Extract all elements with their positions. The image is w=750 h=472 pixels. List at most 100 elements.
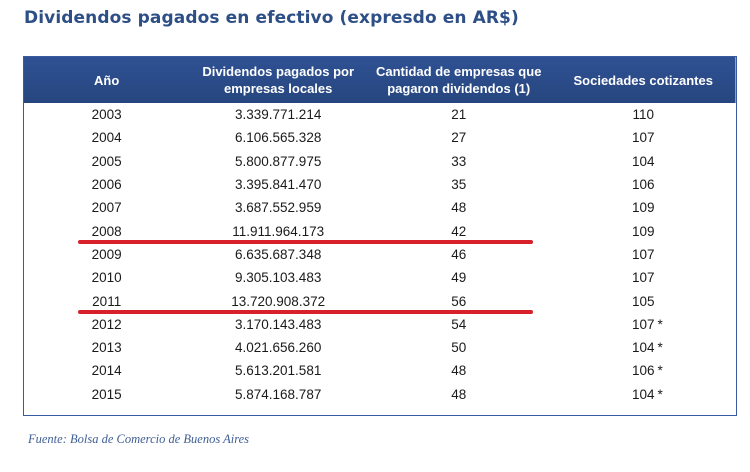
listed-companies-cell: 107 <box>550 266 736 289</box>
listed-companies-value-wrap: 107 * <box>631 316 663 332</box>
listed-companies-cell: 107 <box>550 243 736 266</box>
companies-cell: 56 <box>451 293 467 309</box>
listed-companies-cell: 107 * <box>550 313 736 336</box>
dividends-cell: 11.911.964.173 <box>232 223 325 239</box>
table-row: 2015 5.874.168.787 48 104 * <box>24 383 736 406</box>
header-year: Año <box>94 72 120 88</box>
year-cell: 2015 <box>91 386 122 402</box>
dividends-cell: 3.339.771.214 <box>235 107 322 123</box>
companies-cell: 49 <box>451 270 467 286</box>
table-row: 2003 3.339.771.214 21 110 <box>24 103 736 126</box>
listed-companies-value: 105 <box>631 293 655 309</box>
dividends-cell: 9.305.103.483 <box>235 270 322 286</box>
listed-companies-value: 109 <box>631 200 655 216</box>
table-row: 2012 3.170.143.483 54 107 * <box>24 313 736 336</box>
table-header-row: Año Dividendos pagados por empresas loca… <box>24 57 736 103</box>
year-cell: 2003 <box>91 107 122 123</box>
listed-companies-cell: 109 <box>550 219 736 242</box>
year-cell: 2006 <box>91 177 122 193</box>
table-row: 2004 6.106.565.328 27 107 <box>24 126 736 149</box>
table-row: 2007 3.687.552.959 48 109 <box>24 196 736 219</box>
companies-cell: 48 <box>451 200 467 216</box>
companies-cell: 48 <box>451 363 467 379</box>
dividends-table: Año Dividendos pagados por empresas loca… <box>23 56 737 416</box>
year-cell: 2004 <box>91 130 122 146</box>
listed-companies-cell: 110 <box>550 103 736 126</box>
listed-companies-value-wrap: 109 <box>632 224 655 239</box>
highlight-underline <box>78 239 533 244</box>
listed-companies-value: 104 <box>631 386 655 402</box>
header-dividends: Dividendos pagados por empresas locales <box>202 64 355 96</box>
listed-companies-value-wrap: 110 <box>632 107 654 122</box>
companies-cell: 21 <box>451 107 467 123</box>
year-cell: 2012 <box>91 316 122 332</box>
table-row: 2006 3.395.841.470 35 106 <box>24 173 736 196</box>
listed-companies-value: 109 <box>631 223 655 239</box>
dividends-cell: 5.613.201.581 <box>235 363 322 379</box>
listed-companies-value: 107 <box>631 246 655 262</box>
listed-companies-value: 106 <box>631 363 655 379</box>
footnote-marker: * <box>657 386 663 402</box>
listed-companies-cell: 106 <box>550 173 736 196</box>
dividends-cell: 3.170.143.483 <box>235 316 322 332</box>
listed-companies-value-wrap: 105 <box>632 294 655 309</box>
year-cell: 2007 <box>91 200 122 216</box>
table-row: 2011 13.720.908.372 56 105 <box>24 289 736 312</box>
listed-companies-cell: 104 * <box>550 383 736 406</box>
page-title: Dividendos pagados en efectivo (expresdo… <box>24 8 519 28</box>
source-note: Fuente: Bolsa de Comercio de Buenos Aire… <box>28 432 250 446</box>
listed-companies-value-wrap: 106 * <box>631 363 663 379</box>
listed-companies-value: 104 <box>631 153 655 169</box>
listed-companies-value-wrap: 104 * <box>631 386 663 402</box>
companies-cell: 54 <box>451 316 467 332</box>
year-cell: 2013 <box>91 340 122 356</box>
table-row: 2009 6.635.687.348 46 107 <box>24 243 736 266</box>
listed-companies-value: 110 <box>632 107 654 123</box>
listed-companies-value: 107 <box>631 130 655 146</box>
table-row: 2014 5.613.201.581 48 106 * <box>24 359 736 382</box>
dividends-cell: 6.635.687.348 <box>235 246 322 262</box>
highlight-underline <box>78 309 533 314</box>
listed-companies-value-wrap: 107 <box>632 130 655 145</box>
listed-companies-value: 107 <box>631 316 655 332</box>
header-listed-companies: Sociedades cotizantes <box>573 72 713 88</box>
dividends-cell: 4.021.656.260 <box>235 340 322 356</box>
listed-companies-cell: 107 <box>550 126 736 149</box>
year-cell: 2008 <box>91 223 122 239</box>
year-cell: 2014 <box>91 363 122 379</box>
listed-companies-cell: 104 * <box>550 336 736 359</box>
listed-companies-value: 107 <box>631 270 655 286</box>
listed-companies-value-wrap: 104 * <box>632 340 663 355</box>
year-cell: 2011 <box>92 293 122 309</box>
header-companies: Cantidad de empresas que pagaron dividen… <box>375 64 542 96</box>
dividends-cell: 6.106.565.328 <box>235 130 322 146</box>
listed-companies-cell: 106 * <box>550 359 736 382</box>
companies-cell: 46 <box>451 246 467 262</box>
listed-companies-value-wrap: 109 <box>632 200 655 215</box>
listed-companies-cell: 104 <box>550 150 736 173</box>
companies-cell: 33 <box>451 153 467 169</box>
table-row: 2010 9.305.103.483 49 107 <box>24 266 736 289</box>
year-cell: 2005 <box>91 153 122 169</box>
table-row: 2013 4.021.656.260 50 104 * <box>24 336 736 359</box>
year-cell: 2010 <box>91 270 122 286</box>
dividends-cell: 5.874.168.787 <box>235 386 322 402</box>
companies-cell: 50 <box>451 340 467 356</box>
footnote-marker: * <box>657 316 663 332</box>
companies-cell: 27 <box>451 130 467 146</box>
dividends-cell: 5.800.877.975 <box>235 153 322 169</box>
listed-companies-value-wrap: 107 <box>632 247 655 262</box>
table-row: 2005 5.800.877.975 33 104 <box>24 150 736 173</box>
companies-cell: 42 <box>451 223 467 239</box>
listed-companies-value: 106 <box>631 177 655 193</box>
listed-companies-value-wrap: 106 <box>632 177 655 192</box>
footnote-marker: * <box>657 363 663 379</box>
dividends-cell: 3.395.841.470 <box>235 177 322 193</box>
table-row: 2008 11.911.964.173 42 109 <box>24 219 736 242</box>
dividends-cell: 3.687.552.959 <box>235 200 322 216</box>
listed-companies-value-wrap: 107 <box>632 270 655 285</box>
companies-cell: 35 <box>451 177 467 193</box>
listed-companies-cell: 109 <box>550 196 736 219</box>
dividends-cell: 13.720.908.372 <box>231 293 326 309</box>
listed-companies-cell: 105 <box>550 289 736 312</box>
